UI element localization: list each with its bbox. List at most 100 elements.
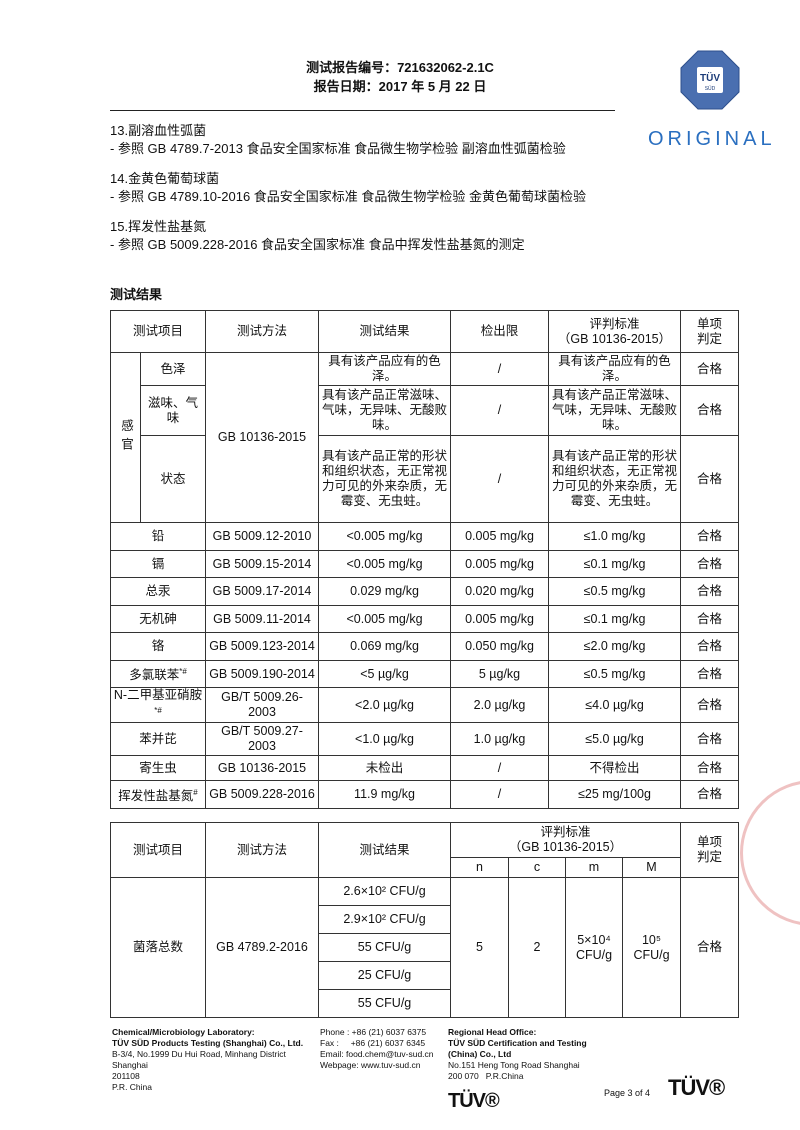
verdict-cell-text: 合格: [697, 760, 723, 775]
standard-cell-text: ≤25 mg/100g: [578, 787, 651, 802]
result-cell: 11.9 mg/kg: [318, 780, 452, 810]
verdict-cell: 合格: [680, 385, 740, 436]
footer-webpage[interactable]: Webpage: www.tuv-sud.cn: [320, 1060, 421, 1070]
result-cell: <1.0 µg/kg: [318, 722, 452, 757]
table-row: 感官 色泽 GB 10136-2015 具有该产品应有的色泽。 / 具有该产品应…: [110, 352, 740, 523]
result-cell: 具有该产品应有的色泽。: [318, 352, 452, 386]
result-cell-text: <1.0 µg/kg: [355, 731, 414, 746]
report-date: 报告日期：2017 年 5 月 22 日: [0, 76, 800, 95]
report-number-value: 721632062-2.1C: [397, 60, 494, 75]
original-stamp: ORIGINAL: [648, 128, 776, 150]
verdict-cell-text: 合格: [697, 787, 723, 802]
standard-cell-text: ≤0.1 mg/kg: [583, 611, 646, 626]
header-c: c: [508, 857, 566, 878]
limit-cell: 0.050 mg/kg: [450, 632, 550, 661]
table-row: 多氯联苯*# GB 5009.190-2014 <5 µg/kg 5 µg/kg ≤0.…: [109, 660, 740, 688]
result-cell-text: 0.069 mg/kg: [350, 639, 419, 653]
method-cell-text: GB 5009.15-2014: [212, 556, 312, 571]
tuv-sud-logo: TÜV SÜD: [680, 50, 740, 110]
result-cell: 55 CFU/g: [318, 989, 451, 1018]
limit-cell: 5 µg/kg: [450, 660, 550, 688]
method-cell: GB 10136-2015: [205, 755, 320, 782]
footer-line: Chemical/Microbiology Laboratory:: [112, 1027, 255, 1037]
limit-cell: /: [450, 435, 550, 523]
item-cell: 状态: [139, 435, 207, 523]
limit-cell: 1.0 µg/kg: [450, 722, 550, 757]
footnote-mark: #: [193, 788, 198, 798]
footer-line: TÜV SÜD Products Testing (Shanghai) Co.,…: [112, 1038, 304, 1048]
footer-fax: Fax : +86 (21) 6037 6345: [320, 1038, 426, 1048]
standard-cell: ≤0.1 mg/kg: [548, 550, 682, 578]
footer-lab: Chemical/Microbiology Laboratory: TÜV SÜ…: [112, 1027, 312, 1093]
footer-line: (China) Co., Ltd: [448, 1049, 512, 1059]
method-cell-text: GB 5009.12-2010: [212, 529, 312, 543]
table-row: 镉 GB 5009.15-2014 <0.005 mg/kg 0.005 mg/kg ≤…: [109, 550, 740, 578]
limit-cell-text: 0.005 mg/kg: [465, 556, 534, 571]
table-row: 状态 具有该产品正常的形状和组织状态，无正常视力可见的外来杂质，无霉变、无虫蛀。…: [111, 435, 740, 523]
header-standard: 评判标准 （GB 10136-2015）: [548, 310, 682, 353]
method-cell: GB 5009.11-2014: [205, 605, 320, 633]
item-cell-text: 苯并芘: [139, 731, 177, 746]
method-ref: - 参照 GB 4789.10-2016 食品安全国家标准 食品微生物学检验 金…: [110, 189, 587, 204]
limit-cell-text: 0.050 mg/kg: [465, 639, 534, 653]
table-row: N-二甲基亚硝胺 *# GB/T 5009.26-2003 <2.0 µg/kg 2.0…: [109, 686, 740, 724]
header-standard: 评判标准 （GB 10136-2015）: [449, 822, 682, 858]
limit-cell-text: 0.020 mg/kg: [465, 584, 534, 598]
item-cell-text: 铅: [151, 529, 165, 543]
result-cell: 0.069 mg/kg: [318, 632, 452, 661]
method-title: 14.金黄色葡萄球菌: [110, 171, 220, 186]
verdict-cell: 合格: [680, 660, 740, 688]
result-cell-text: 0.029 mg/kg: [350, 584, 419, 598]
result-cell-text: <0.005 mg/kg: [346, 611, 423, 626]
footer-email[interactable]: Email: food.chem@tuv-sud.cn: [320, 1049, 434, 1059]
limit-cell: /: [450, 385, 550, 436]
footer-line: No.151 Heng Tong Road Shanghai: [448, 1060, 580, 1070]
standard-cell-text: ≤0.1 mg/kg: [583, 556, 646, 571]
result-cell: 2.6×10² CFU/g: [318, 877, 451, 906]
footnote-mark: *#: [179, 667, 187, 677]
header-method: 测试方法: [205, 310, 320, 353]
item-cell-text: 挥发性盐基氮: [118, 789, 194, 804]
standard-cell: ≤25 mg/100g: [548, 780, 682, 810]
item-cell-text: 铬: [151, 639, 165, 653]
limit-cell: /: [450, 352, 550, 386]
header-verdict: 单项 判定: [680, 822, 740, 878]
method-cell: GB 4789.2-2016: [205, 877, 319, 1018]
verdict-cell-text: 合格: [697, 556, 723, 571]
table-row: 滋味、气味 具有该产品正常滋味、气味，无异味、无酸败味。 / 具有该产品正常滋味…: [111, 385, 740, 436]
header-limit: 检出限: [450, 310, 550, 353]
result-cell-text: 11.9 mg/kg: [354, 787, 415, 802]
method-13: 13.副溶血性弧菌 - 参照 GB 4789.7-2013 食品安全国家标准 食品…: [110, 122, 566, 158]
limit-cell-text: 1.0 µg/kg: [473, 731, 526, 746]
verdict-cell-text: 合格: [697, 731, 723, 746]
method-ref: - 参照 GB 5009.228-2016 食品安全国家标准 食品中挥发性盐基氮…: [110, 237, 525, 252]
standard-cell-text: ≤5.0 µg/kg: [585, 731, 644, 746]
method-cell: GB 10136-2015: [205, 352, 320, 523]
verdict-cell: 合格: [680, 877, 740, 1018]
tuv-brand-mark: TÜV®: [668, 1075, 725, 1100]
footer-line: Regional Head Office:: [448, 1027, 537, 1037]
verdict-cell: 合格: [680, 755, 740, 782]
standard-cell: ≤2.0 mg/kg: [548, 632, 682, 661]
standard-cell: 不得检出: [548, 755, 682, 782]
verdict-cell-text: 合格: [697, 666, 723, 681]
table-row: 55 CFU/g: [111, 933, 739, 962]
table-header-row: 测试项目 测试方法 测试结果 检出限 评判标准 （GB 10136-2015） …: [109, 310, 740, 353]
item-cell-text: 无机砷: [139, 611, 177, 626]
method-cell-text: GB/T 5009.26-2003: [221, 690, 303, 720]
item-cell-text: 总汞: [145, 584, 171, 598]
limit-cell-text: 0.005 mg/kg: [465, 529, 534, 543]
svg-text:SÜD: SÜD: [705, 85, 716, 92]
table-row: 55 CFU/g: [111, 989, 739, 1018]
table-row: 25 CFU/g: [111, 961, 739, 990]
report-number: 测试报告编号：721632062-2.1C: [0, 57, 800, 76]
result-cell: <0.005 mg/kg: [318, 550, 452, 578]
table-row: 寄生虫 GB 10136-2015 未检出 / 不得检出 合格: [109, 755, 740, 782]
standard-cell-text: ≤0.5 mg/kg: [583, 666, 646, 681]
table-row: 无机砷 GB 5009.11-2014 <0.005 mg/kg 0.005 mg/k…: [109, 605, 740, 633]
page-number: Page 3 of 4: [604, 1088, 651, 1098]
verdict-cell: 合格: [680, 435, 740, 523]
standard-cell: ≤4.0 µg/kg: [548, 686, 682, 724]
results-title: 测试结果: [110, 287, 163, 302]
method-cell-text: GB 5009.123-2014: [209, 639, 315, 653]
